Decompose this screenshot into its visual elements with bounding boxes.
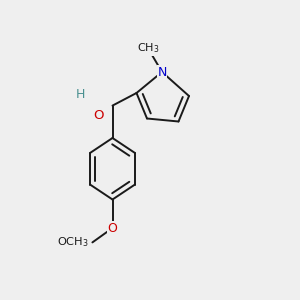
Text: O: O [94,109,104,122]
Text: N: N [157,65,167,79]
Text: CH$_3$: CH$_3$ [137,41,159,55]
Text: H: H [76,88,85,101]
Text: OCH$_3$: OCH$_3$ [57,236,89,249]
Text: O: O [108,221,117,235]
